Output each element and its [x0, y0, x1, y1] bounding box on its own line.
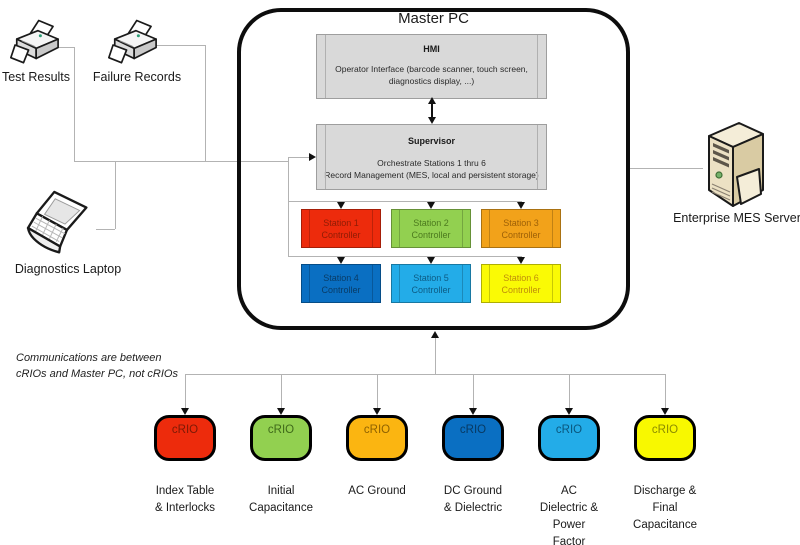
server-icon	[708, 122, 764, 207]
supervisor-panel: Supervisor Orchestrate Stations 1 thru 6…	[316, 124, 547, 190]
connector-laptop-drop	[115, 161, 116, 229]
station-3-controller: Station 3 Controller	[481, 209, 561, 248]
arrowhead-up-hmi	[428, 97, 436, 104]
connector-printer2-drop	[205, 45, 206, 162]
connector-supervisor-arrow	[288, 157, 310, 158]
crio-label: cRIO	[267, 424, 295, 436]
arrowhead-down-supervisor	[428, 117, 436, 124]
arrowhead-crio5	[565, 408, 573, 415]
crio-6: cRIO	[634, 415, 696, 461]
hmi-panel: HMI Operator Interface (barcode scanner,…	[316, 34, 547, 99]
connector-branch-row1	[288, 201, 521, 202]
crio-label: cRIO	[651, 424, 679, 436]
station-label: Station 4 Controller	[321, 272, 361, 295]
connector-drop-crio5	[569, 374, 570, 408]
connector-peripherals-main	[74, 161, 288, 162]
crio-1-caption: Index Table & Interlocks	[154, 485, 216, 514]
crio-2-caption: Initial Capacitance	[249, 485, 313, 514]
station-5-controller: Station 5 Controller	[391, 264, 471, 303]
crio-4: cRIO	[442, 415, 504, 461]
crio-3-caption: AC Ground	[348, 485, 406, 497]
connector-printer1-stub	[57, 47, 74, 48]
printer-icon	[10, 19, 59, 64]
crio-1: cRIO	[154, 415, 216, 461]
connector-drop-crio3	[377, 374, 378, 408]
crio-label: cRIO	[171, 424, 199, 436]
connector-drop-crio2	[281, 374, 282, 408]
communications-note: Communications are between cRIOs and Mas…	[16, 352, 178, 380]
connector-drop-crio1	[185, 374, 186, 408]
connector-crio-bus	[185, 374, 665, 375]
arrowhead-crio3	[373, 408, 381, 415]
station-4-controller: Station 4 Controller	[301, 264, 381, 303]
enterprise-mes-server-label: Enterprise MES Server	[673, 211, 800, 225]
supervisor-body: Orchestrate Stations 1 thru 6 Record Man…	[324, 158, 539, 180]
arrowhead-station5	[427, 257, 435, 264]
crio-5-caption: AC Dielectric & Power Factor	[539, 485, 599, 545]
connector-drop-crio4	[473, 374, 474, 408]
arrowhead-station2	[427, 202, 435, 209]
connector-drop-crio6	[665, 374, 666, 408]
master-pc-container	[237, 8, 630, 330]
crio-3: cRIO	[346, 415, 408, 461]
connector-printer2-stub	[150, 45, 205, 46]
arrowhead-crio6	[661, 408, 669, 415]
hmi-supervisor-arrow-line	[431, 103, 433, 119]
hmi-body: Operator Interface (barcode scanner, tou…	[335, 64, 528, 86]
crio-5: cRIO	[538, 415, 600, 461]
diagnostics-laptop-label: Diagnostics Laptop	[14, 262, 122, 276]
crio-6-caption: Discharge & Final Capacitance	[633, 485, 697, 531]
supervisor-title: Supervisor	[407, 136, 456, 146]
connector-internal-bus	[288, 157, 289, 257]
crio-label: cRIO	[363, 424, 391, 436]
arrowhead-station1	[337, 202, 345, 209]
arrowhead-into-supervisor	[309, 153, 316, 161]
station-label: Station 6 Controller	[501, 272, 541, 295]
arrowhead-station3	[517, 202, 525, 209]
station-label: Station 3 Controller	[501, 217, 541, 240]
test-results-label: Test Results	[1, 70, 71, 84]
station-label: Station 2 Controller	[411, 217, 451, 240]
master-pc-title: Master PC	[398, 10, 469, 27]
connector-mes-server	[630, 168, 703, 169]
station-label: Station 1 Controller	[321, 217, 361, 240]
connector-branch-row2	[288, 256, 521, 257]
crio-label: cRIO	[555, 424, 583, 436]
station-6-controller: Station 6 Controller	[481, 264, 561, 303]
arrowhead-crio2	[277, 408, 285, 415]
hmi-title: HMI	[423, 44, 440, 54]
arrowhead-station4	[337, 257, 345, 264]
laptop-icon	[26, 190, 88, 254]
crio-label: cRIO	[459, 424, 487, 436]
arrowhead-crio4	[469, 408, 477, 415]
arrowhead-crio1	[181, 408, 189, 415]
arrowhead-into-masterpc	[431, 331, 439, 338]
crio-4-caption: DC Ground & Dielectric	[443, 485, 503, 514]
printer-icon	[108, 19, 157, 64]
crio-2: cRIO	[250, 415, 312, 461]
station-2-controller: Station 2 Controller	[391, 209, 471, 248]
failure-records-label: Failure Records	[92, 70, 182, 84]
connector-printer1-drop	[74, 47, 75, 162]
station-1-controller: Station 1 Controller	[301, 209, 381, 248]
arrowhead-station6	[517, 257, 525, 264]
connector-crio-stem	[435, 337, 436, 374]
connector-laptop-stub	[96, 229, 115, 230]
station-label: Station 5 Controller	[411, 272, 451, 295]
